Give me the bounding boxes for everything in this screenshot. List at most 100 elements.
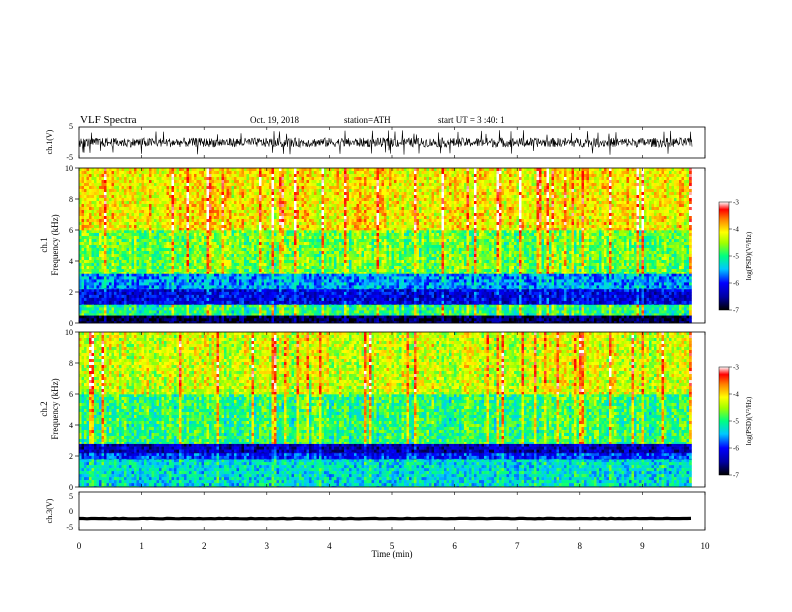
spectrogram-cell <box>529 318 532 321</box>
spectrogram-cell <box>459 295 462 298</box>
spectrogram-cell <box>569 301 572 304</box>
spectrogram-cell <box>672 310 675 313</box>
spectrogram-cell <box>452 295 455 298</box>
ch1-waveform-panel: 5 -5 ch.1(V) <box>45 122 705 162</box>
spectrogram-cell <box>139 301 142 304</box>
spectrogram-cell <box>492 292 495 295</box>
spectrogram-cell <box>202 313 205 315</box>
spectrogram-cell <box>447 279 450 282</box>
spectrogram-cell <box>614 273 617 276</box>
spectrogram-cell <box>632 295 635 298</box>
spectrogram-cell <box>647 289 650 292</box>
spectrogram-cell <box>284 233 287 236</box>
spectrogram-cell <box>107 289 110 292</box>
spectrogram-cell <box>197 230 200 233</box>
spectrogram-cell <box>544 279 547 282</box>
spectrogram-cell <box>612 292 615 295</box>
spectrogram-cell <box>269 318 272 321</box>
spectrogram-cell <box>247 310 250 313</box>
spectrogram-cell <box>237 310 240 313</box>
spectrogram-cell <box>244 304 247 307</box>
spectrogram-cell <box>444 292 447 295</box>
spectrogram-cell <box>517 279 520 282</box>
spectrogram-cell <box>237 304 240 307</box>
spectrogram-cell <box>514 313 517 315</box>
spectrogram-cell <box>92 273 95 276</box>
spectrogram-cell <box>112 295 115 298</box>
spectrogram-cell <box>312 279 315 282</box>
spectrogram-cell <box>457 289 460 292</box>
spectrogram-cell <box>132 318 135 321</box>
spectrogram-cell <box>119 292 122 295</box>
spectrogram-cell <box>184 315 187 318</box>
spectrogram-cell <box>242 304 245 307</box>
spectrogram-cell <box>629 292 632 295</box>
spectrogram-cell <box>417 313 420 315</box>
spectrogram-cell <box>319 298 322 301</box>
spectrogram-cell <box>607 273 610 276</box>
spectrogram-cell <box>577 307 580 310</box>
spectrogram-cell <box>612 273 615 276</box>
spectrogram-cell <box>532 307 535 310</box>
spectrogram-cell <box>234 273 237 276</box>
spectrogram-cell <box>272 301 275 304</box>
spectrogram-cell <box>594 298 597 301</box>
spectrogram-cell <box>564 282 567 285</box>
spectrogram-cell <box>329 304 332 307</box>
spectrogram-cell <box>654 304 657 307</box>
spectrogram-cell <box>539 285 542 288</box>
spectrogram-cell <box>379 285 382 288</box>
spectrogram-cell <box>569 313 572 315</box>
spectrogram-cell <box>217 304 220 305</box>
spectrogram-cell <box>599 230 602 233</box>
spectrogram-cell <box>609 301 612 304</box>
spectrogram-cell <box>82 285 85 288</box>
spectrogram-cell <box>384 313 387 315</box>
spectrogram-cell <box>307 230 310 233</box>
spectrogram-cell <box>582 307 585 310</box>
spectrogram-cell <box>169 295 172 298</box>
spectrogram-cell <box>512 301 515 304</box>
spectrogram-cell <box>589 282 592 285</box>
spectrogram-cell <box>662 279 665 282</box>
spectrogram-cell <box>429 273 432 276</box>
spectrogram-cell <box>389 288 392 289</box>
spectrogram-cell <box>254 282 257 285</box>
spectrogram-cell <box>339 304 342 307</box>
spectrogram-cell <box>82 313 85 315</box>
spectrogram-cell <box>294 289 297 292</box>
spectrogram-cell <box>612 301 615 304</box>
spectrogram-cell <box>667 307 670 310</box>
spectrogram-cell <box>354 295 357 298</box>
spectrogram-cell <box>139 298 142 301</box>
spectrogram-cell <box>429 285 432 288</box>
spectrogram-cell <box>394 315 397 318</box>
spectrogram-cell <box>172 285 175 288</box>
spectrogram-cell <box>534 289 537 292</box>
spectrogram-cell <box>259 292 262 295</box>
spectrogram-cell <box>452 276 455 279</box>
spectrogram-cell <box>589 301 592 304</box>
spectrogram-cell <box>517 301 520 304</box>
spectrogram-cell <box>367 276 370 279</box>
spectrogram-cell <box>169 276 172 279</box>
spectrogram-cell <box>649 289 652 292</box>
spectrogram-cell <box>614 295 617 298</box>
spectrogram-cell <box>117 298 120 301</box>
spectrogram-cell <box>607 307 610 310</box>
spectrogram-cell <box>672 279 675 282</box>
spectrogram-cell <box>434 310 437 313</box>
spectrogram-cell <box>422 289 425 292</box>
spectrogram-cell <box>169 273 172 276</box>
spectrogram-cell <box>659 318 662 321</box>
spectrogram-cell <box>99 310 102 313</box>
spectrogram-cell <box>469 301 472 304</box>
spectrogram-cell <box>119 304 122 305</box>
spectrogram-cell <box>467 313 470 315</box>
spectrogram-cell <box>364 276 367 279</box>
spectrogram-cell <box>674 282 677 285</box>
spectrogram-cell <box>332 279 335 282</box>
spectrogram-cell <box>664 285 667 288</box>
spectrogram-cell <box>427 310 430 313</box>
spectrogram-cell <box>144 282 147 285</box>
